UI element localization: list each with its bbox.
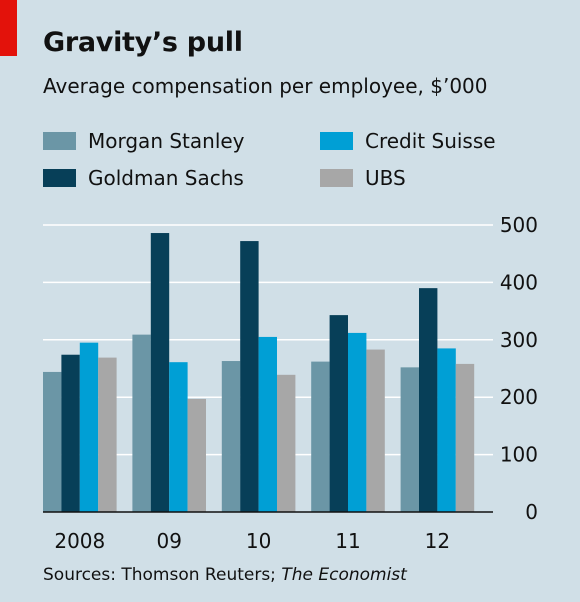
legend-label-ubs: UBS xyxy=(365,166,406,190)
red-corner-tag xyxy=(0,0,17,56)
bar xyxy=(150,233,170,512)
x-tick-label: 12 xyxy=(425,529,450,553)
legend-item-goldman-sachs: Goldman Sachs xyxy=(43,166,244,190)
bar xyxy=(329,315,348,512)
legend-label-credit-suisse: Credit Suisse xyxy=(365,129,496,153)
bar xyxy=(437,348,456,512)
y-tick-label: 100 xyxy=(500,443,538,467)
bar xyxy=(79,342,99,512)
legend-item-credit-suisse: Credit Suisse xyxy=(320,129,496,153)
y-tick-label: 200 xyxy=(500,385,538,409)
legend-item-morgan-stanley: Morgan Stanley xyxy=(43,129,245,153)
bar xyxy=(221,361,241,512)
x-tick-label: 10 xyxy=(246,529,271,553)
bar xyxy=(132,334,151,512)
chart-title: Gravity’s pull xyxy=(43,27,243,58)
legend-label-goldman-sachs: Goldman Sachs xyxy=(88,166,244,190)
bar xyxy=(258,336,277,512)
bar xyxy=(348,332,367,512)
legend-swatch-credit-suisse xyxy=(320,132,353,150)
bar xyxy=(240,241,259,512)
bar xyxy=(455,363,475,512)
bar xyxy=(61,354,80,512)
x-tick-label: 09 xyxy=(156,529,181,553)
bar xyxy=(277,374,296,512)
legend-swatch-ubs xyxy=(320,169,353,187)
bar xyxy=(366,349,385,512)
bar xyxy=(43,371,62,512)
chart-subtitle: Average compensation per employee, $’000 xyxy=(43,74,488,98)
source-publication: The Economist xyxy=(281,565,407,585)
legend-swatch-morgan-stanley xyxy=(43,132,76,150)
bar xyxy=(419,288,438,512)
bar xyxy=(400,367,419,512)
bar xyxy=(98,357,117,512)
y-tick-label: 0 xyxy=(525,500,538,524)
y-tick-label: 300 xyxy=(500,328,538,352)
legend-label-morgan-stanley: Morgan Stanley xyxy=(88,129,245,153)
legend-swatch-goldman-sachs xyxy=(43,169,76,187)
y-tick-label: 500 xyxy=(500,213,538,237)
legend-item-ubs: UBS xyxy=(320,166,406,190)
bar xyxy=(169,362,188,512)
y-tick-label: 400 xyxy=(500,270,538,294)
source-text: Sources: Thomson Reuters; xyxy=(43,565,282,585)
bar xyxy=(187,398,206,512)
x-tick-label: 2008 xyxy=(54,529,105,553)
source-note: Sources: Thomson Reuters; The Economist xyxy=(43,565,407,585)
x-tick-label: 11 xyxy=(335,529,360,553)
bar xyxy=(311,361,330,512)
